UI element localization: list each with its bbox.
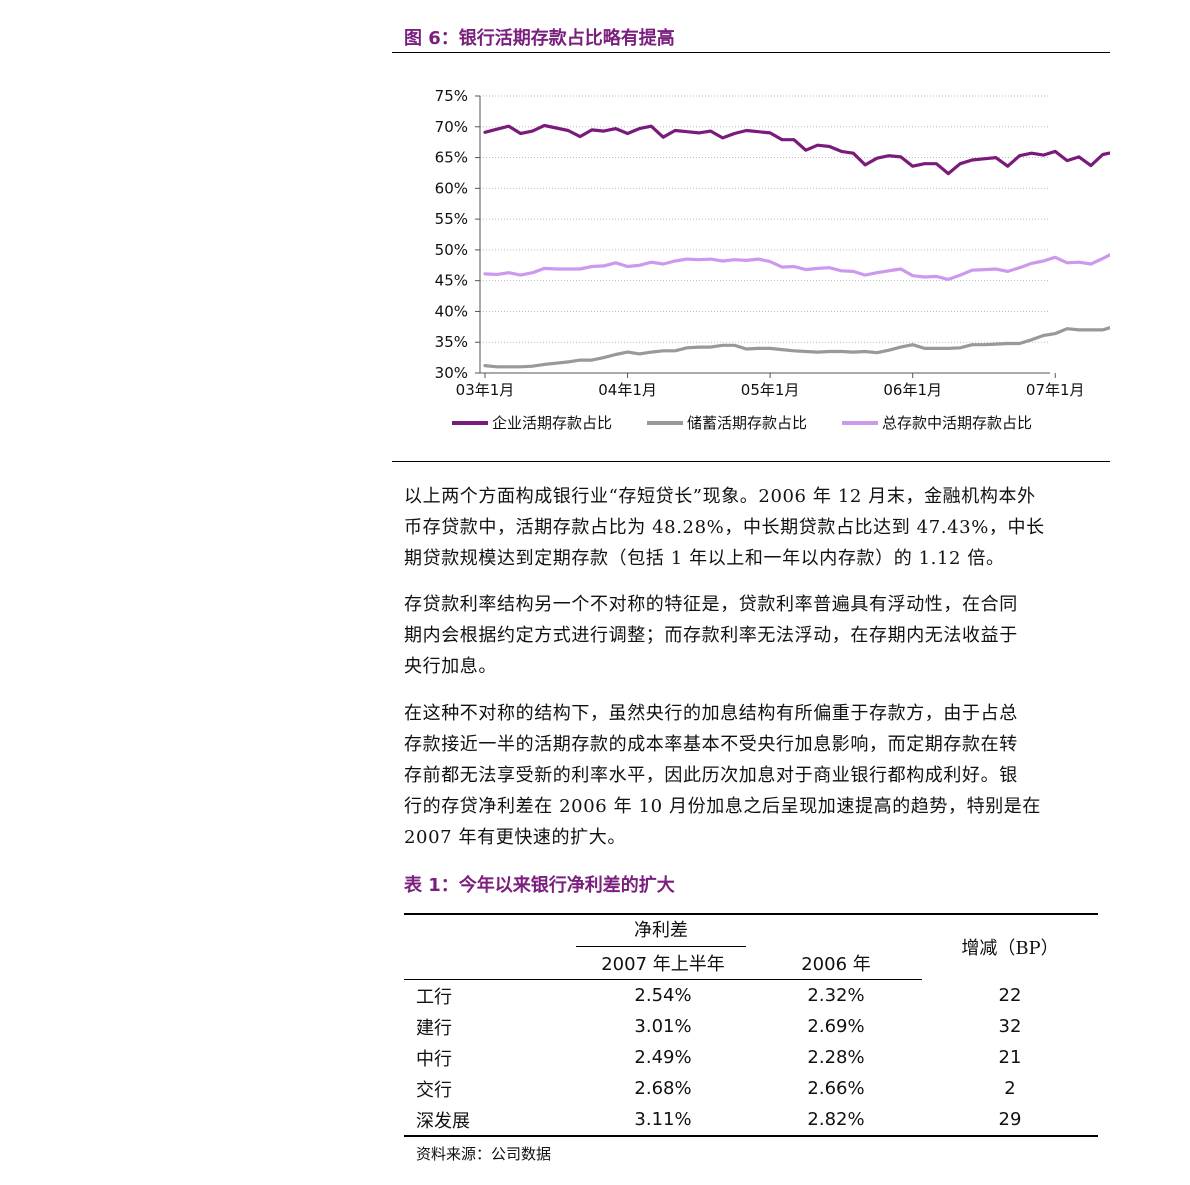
- table-title: 表 1：今年以来银行净利差的扩大: [404, 875, 675, 896]
- x-tick-label: 03年1月: [456, 381, 515, 399]
- x-tick-label: 06年1月: [883, 381, 942, 399]
- table-cell-2006: 2.28%: [807, 1047, 865, 1068]
- deposit-ratio-chart: 75% 70% 65% 60% 55% 50% 45% 40% 35% 30% 03年1月 04年1月…: [392, 54, 1110, 459]
- figure-top-rule: [392, 52, 1110, 53]
- table-source: 资料来源：公司数据: [416, 1145, 552, 1163]
- legend-label: 储蓄活期存款占比: [687, 414, 807, 432]
- paragraph-1: 以上两个方面构成银行业“存短贷长”现象。2006 年 12 月末，金融机构本外 …: [404, 481, 1104, 574]
- table-cell-2007: 3.11%: [576, 1104, 750, 1137]
- legend-label: 总存款中活期存款占比: [882, 414, 1032, 432]
- table-header-group: 净利差: [576, 913, 922, 947]
- y-tick-label: 50%: [435, 241, 468, 259]
- paragraph-line: 存贷款利率结构另一个不对称的特征是，贷款利率普遍具有浮动性，在合同: [404, 594, 1018, 615]
- x-tick-label: 04年1月: [598, 381, 657, 399]
- paragraph-line: 行的存贷净利差在 2006 年 10 月份加息之后呈现加速提高的趋势，特别是在: [404, 796, 1041, 817]
- y-tick-label: 75%: [435, 87, 468, 105]
- table-cell-bank: 工行: [416, 986, 452, 1008]
- figure-title: 图 6：银行活期存款占比略有提高: [404, 28, 675, 49]
- table-cell-bp: 29: [922, 1104, 1098, 1137]
- line-chart-svg: 75% 70% 65% 60% 55% 50% 45% 40% 35% 30%03年1月 04年1月…: [435, 87, 1110, 432]
- table-cell-2006: 2.66%: [807, 1078, 865, 1099]
- x-tick-label: 07年1月: [1026, 381, 1085, 399]
- table-cell-2006: 2.82%: [750, 1104, 922, 1137]
- paragraph-line: 在这种不对称的结构下，虽然央行的加息结构有所偏重于存款方，由于占总: [404, 703, 1018, 724]
- x-tick-label: 05年1月: [741, 381, 800, 399]
- table-header-2006: 2006 年: [750, 947, 922, 980]
- table-cell-bank: 深发展: [404, 1104, 576, 1137]
- y-tick-label: 70%: [435, 118, 468, 136]
- table-cell-bank: 建行: [416, 1017, 452, 1039]
- table-header-blank: [404, 947, 576, 980]
- table-cell-bp: 22: [998, 984, 1022, 1006]
- y-tick-label: 60%: [435, 179, 468, 197]
- table-cell-bp: 21: [998, 1047, 1022, 1068]
- series-line: [483, 325, 1110, 369]
- paragraph-line: 期贷款规模达到定期存款（包括 1 年以上和一年以内存款）的 1.12 倍。: [404, 548, 1005, 569]
- table-cell-2006: 2.32%: [807, 985, 865, 1006]
- paragraph-line: 币存贷款中，活期存款占比为 48.28%，中长期贷款占比达到 47.43%，中长: [404, 517, 1045, 538]
- table-cell-2006: 2.69%: [807, 1016, 865, 1037]
- table-cell-bp: 32: [998, 1016, 1022, 1037]
- y-tick-label: 55%: [435, 210, 468, 228]
- table-cell-bp: 2: [1004, 1078, 1016, 1099]
- table-header-corner: [404, 913, 576, 947]
- y-tick-label: 35%: [435, 333, 468, 351]
- paragraph-line: 存款接近一半的活期存款的成本率基本不受央行加息影响，而定期存款在转: [404, 734, 1018, 755]
- figure-bottom-rule: [392, 461, 1110, 462]
- table-header-2007: 2007 年上半年: [576, 947, 750, 980]
- group-header-label: 净利差: [576, 915, 746, 947]
- table-cell-2007: 2.68%: [634, 1078, 692, 1099]
- y-tick-label: 30%: [435, 364, 468, 382]
- paragraph-2: 存贷款利率结构另一个不对称的特征是，贷款利率普遍具有浮动性，在合同 期内会根据约…: [404, 589, 1104, 682]
- paragraph-line: 期内会根据约定方式进行调整；而存款利率无法浮动，在存期内无法收益于: [404, 625, 1018, 646]
- series-line: [483, 123, 1110, 176]
- paragraph-line: 2007 年有更快速的扩大。: [404, 827, 626, 848]
- table-cell-2007: 2.54%: [634, 985, 692, 1006]
- table-cell-2007: 2.49%: [634, 1047, 692, 1068]
- y-tick-label: 45%: [435, 272, 468, 290]
- paragraph-line: 以上两个方面构成银行业“存短贷长”现象。2006 年 12 月末，金融机构本外: [404, 486, 1036, 507]
- paragraph-line: 存前都无法享受新的利率水平，因此历次加息对于商业银行都构成利好。银: [404, 765, 1018, 786]
- table-cell-bank: 交行: [416, 1079, 452, 1101]
- y-tick-label: 65%: [435, 149, 468, 167]
- y-tick-label: 40%: [435, 302, 468, 320]
- paragraph-3: 在这种不对称的结构下，虽然央行的加息结构有所偏重于存款方，由于占总 存款接近一半…: [404, 698, 1104, 853]
- legend-label: 企业活期存款占比: [492, 414, 612, 432]
- table-cell-bank: 中行: [416, 1048, 452, 1070]
- net-interest-margin-table: 净利差 增减（BP） 2007 年上半年 2006 年 工行 2.54% 2.3…: [404, 913, 1098, 1137]
- table-cell-2007: 3.01%: [634, 1016, 692, 1037]
- paragraph-line: 央行加息。: [404, 656, 497, 677]
- series-line: [483, 252, 1110, 281]
- table-header-change: 增减（BP）: [922, 913, 1098, 980]
